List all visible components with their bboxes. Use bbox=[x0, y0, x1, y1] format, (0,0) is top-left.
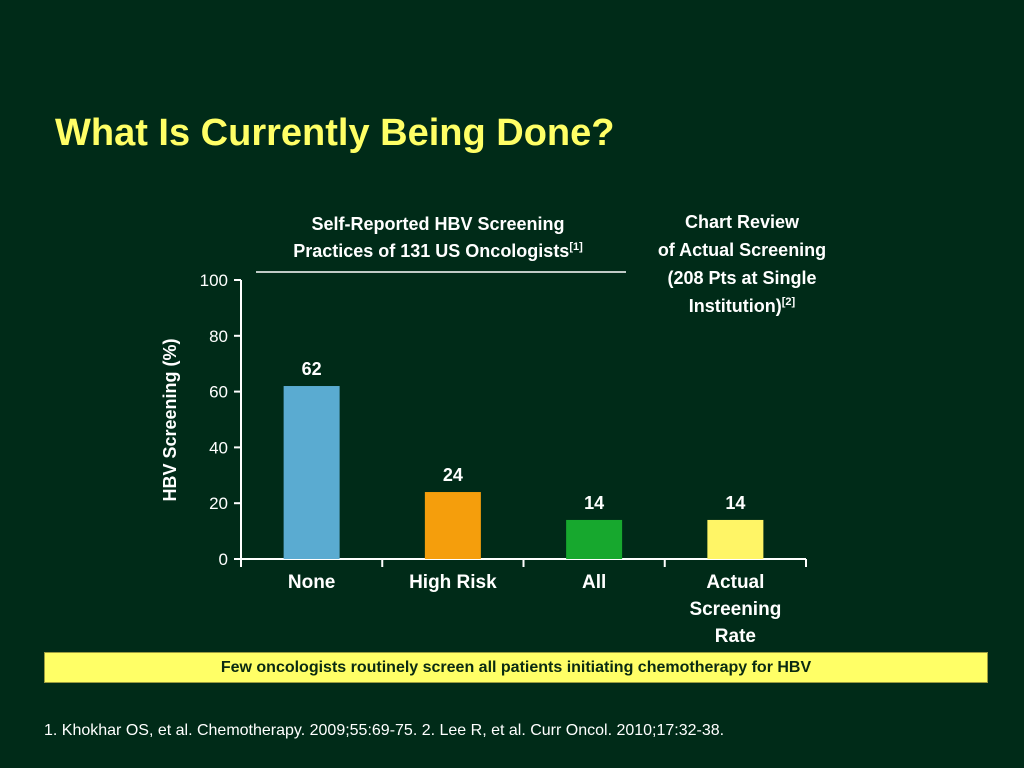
group-header-self-reported-line: Practices of 131 US Oncologists[1] bbox=[293, 241, 583, 261]
bar-value-label: 14 bbox=[725, 493, 745, 513]
slide-title: What Is Currently Being Done? bbox=[55, 112, 615, 154]
bar-value-label: 14 bbox=[584, 493, 604, 513]
y-tick-label: 0 bbox=[219, 550, 228, 569]
group-header-chart-review-superscript: [2] bbox=[782, 296, 796, 308]
y-tick-label: 40 bbox=[209, 438, 228, 457]
group-header-self-reported-superscript: [1] bbox=[569, 241, 583, 253]
bar bbox=[566, 519, 623, 559]
bar-value-label: 24 bbox=[443, 465, 463, 485]
group-header-self-reported-line: Self-Reported HBV Screening bbox=[311, 214, 564, 234]
category-label: Actual bbox=[706, 572, 764, 593]
category-label: None bbox=[288, 572, 336, 593]
group-header-chart-review-line: Institution)[2] bbox=[689, 296, 796, 316]
y-tick-label: 60 bbox=[209, 383, 228, 402]
y-axis-title: HBV Screening (%) bbox=[160, 338, 180, 501]
y-tick-label: 100 bbox=[200, 271, 228, 290]
bar-chart: 0 20 40 60 80 100 HBV Screening (%) 62 None 24 Hig… bbox=[160, 212, 826, 647]
group-header-chart-review-line: of Actual Screening bbox=[658, 240, 826, 260]
y-tick-label: 20 bbox=[209, 494, 228, 513]
category-label: Rate bbox=[715, 626, 756, 647]
bar bbox=[283, 386, 340, 559]
category-label: All bbox=[582, 572, 606, 593]
bar bbox=[707, 519, 764, 559]
category-label: High Risk bbox=[409, 572, 497, 593]
conclusion-banner: Few oncologists routinely screen all pat… bbox=[44, 652, 988, 683]
bar-value-label: 62 bbox=[302, 359, 322, 379]
bar bbox=[424, 492, 481, 559]
references-footnote: 1. Khokhar OS, et al. Chemotherapy. 2009… bbox=[44, 722, 725, 739]
y-tick-label: 80 bbox=[209, 327, 228, 346]
group-header-chart-review-line: (208 Pts at Single bbox=[667, 268, 816, 288]
group-header-chart-review-line: Chart Review bbox=[685, 212, 800, 232]
category-label: Screening bbox=[689, 599, 781, 620]
